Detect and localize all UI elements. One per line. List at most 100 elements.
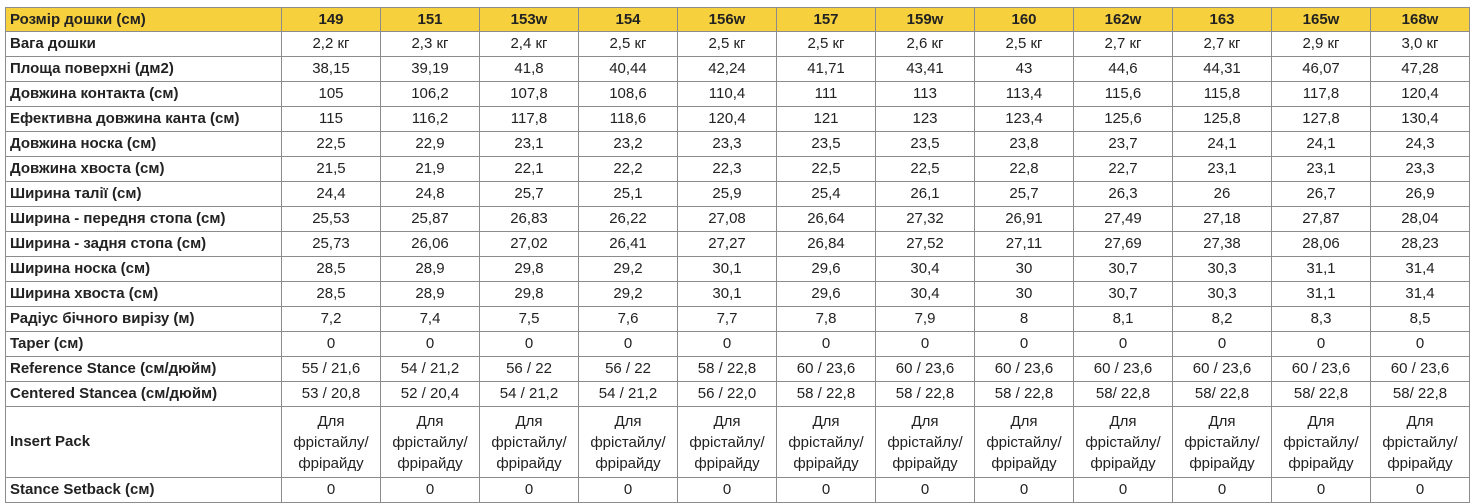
table-cell: Для фрістайлу/ фрірайду [1370, 406, 1470, 478]
table-row: Stance Setback (см) 0 0 0 0 0 0 0 0 0 0 0 0 [5, 477, 1470, 503]
table-row: Радіус бічного вирізу (м) 7,2 7,4 7,5 7,6 7,7… [5, 306, 1470, 332]
table-cell: 30,1 [677, 281, 777, 307]
table-cell: 27,32 [875, 206, 975, 232]
table-cell: 24,1 [1172, 131, 1272, 157]
table-cell: 23,5 [776, 131, 876, 157]
table-cell: Для фрістайлу/ фрірайду [1172, 406, 1272, 478]
table-cell: 28,9 [380, 256, 480, 282]
table-cell: 0 [1370, 477, 1470, 503]
table-cell: 116,2 [380, 106, 480, 132]
table-cell: 0 [1271, 331, 1371, 357]
table-cell: 41,8 [479, 56, 579, 82]
table-cell: 56 / 22 [479, 356, 579, 382]
table-cell: 23,1 [1172, 156, 1272, 182]
table-cell: 127,8 [1271, 106, 1371, 132]
table-cell: 123,4 [974, 106, 1074, 132]
table-cell: 31,1 [1271, 281, 1371, 307]
table-cell: 58 / 22,8 [677, 356, 777, 382]
table-cell: 2,7 кг [1172, 31, 1272, 57]
row-label: Довжина носка (см) [5, 131, 282, 157]
table-cell: 30,3 [1172, 281, 1272, 307]
table-cell: 60 / 23,6 [875, 356, 975, 382]
table-cell: 7,9 [875, 306, 975, 332]
table-cell: 22,9 [380, 131, 480, 157]
table-cell: 105 [281, 81, 381, 107]
table-cell: 107,8 [479, 81, 579, 107]
header-size-cell: 149 [281, 7, 381, 32]
table-cell: 58 / 22,8 [875, 381, 975, 407]
table-cell: 27,08 [677, 206, 777, 232]
table-cell: 7,4 [380, 306, 480, 332]
table-cell: 120,4 [677, 106, 777, 132]
table-row: Taper (см) 0 0 0 0 0 0 0 0 0 0 0 0 [5, 331, 1470, 357]
table-cell: 21,5 [281, 156, 381, 182]
table-cell: 54 / 21,2 [380, 356, 480, 382]
header-size-cell: 154 [578, 7, 678, 32]
table-row: Ефективна довжина канта (см) 115 116,2 117,… [5, 106, 1470, 132]
table-row: Centered Stancea (см/дюйм) 53 / 20,8 52 / … [5, 381, 1470, 407]
table-cell: 2,4 кг [479, 31, 579, 57]
row-label: Вага дошки [5, 31, 282, 57]
table-cell: 22,5 [281, 131, 381, 157]
header-size-cell: 151 [380, 7, 480, 32]
table-cell: 60 / 23,6 [776, 356, 876, 382]
table-cell: 24,1 [1271, 131, 1371, 157]
table-cell: 7,6 [578, 306, 678, 332]
row-label: Centered Stancea (см/дюйм) [5, 381, 282, 407]
table-cell: 2,5 кг [677, 31, 777, 57]
table-cell: 29,6 [776, 256, 876, 282]
table-cell: 8,1 [1073, 306, 1173, 332]
table-cell: 42,24 [677, 56, 777, 82]
table-cell: 117,8 [1271, 81, 1371, 107]
table-cell: 30,4 [875, 256, 975, 282]
table-cell: 25,7 [479, 181, 579, 207]
table-row: Ширина носка (см) 28,5 28,9 29,8 29,2 30,1 29,… [5, 256, 1470, 282]
table-cell: 0 [974, 331, 1074, 357]
row-label: Ширина хвоста (см) [5, 281, 282, 307]
table-cell: 31,4 [1370, 281, 1470, 307]
table-cell: 25,1 [578, 181, 678, 207]
table-cell: 29,8 [479, 281, 579, 307]
table-cell: 0 [380, 331, 480, 357]
table-cell: 2,2 кг [281, 31, 381, 57]
row-label: Площа поверхні (дм2) [5, 56, 282, 82]
header-corner-cell: Розмір дошки (см) [5, 7, 282, 32]
table-cell: 26,83 [479, 206, 579, 232]
table-cell: 29,2 [578, 281, 678, 307]
table-cell: 27,11 [974, 231, 1074, 257]
row-label: Довжина контакта (см) [5, 81, 282, 107]
header-size-cell: 160 [974, 7, 1074, 32]
table-cell: 27,38 [1172, 231, 1272, 257]
table-cell: 52 / 20,4 [380, 381, 480, 407]
header-row: Розмір дошки (см) 149 151 153w 154 156w 157 15… [5, 7, 1470, 32]
table-cell: 27,49 [1073, 206, 1173, 232]
row-label: Ефективна довжина канта (см) [5, 106, 282, 132]
table-cell: 0 [578, 477, 678, 503]
table-cell: 28,06 [1271, 231, 1371, 257]
header-size-cell: 163 [1172, 7, 1272, 32]
table-cell: 110,4 [677, 81, 777, 107]
row-label: Ширина носка (см) [5, 256, 282, 282]
table-cell: 25,87 [380, 206, 480, 232]
table-cell: Для фрістайлу/ фрірайду [578, 406, 678, 478]
table-cell: Для фрістайлу/ фрірайду [875, 406, 975, 478]
table-cell: 0 [1370, 331, 1470, 357]
table-cell: 106,2 [380, 81, 480, 107]
table-cell: 117,8 [479, 106, 579, 132]
table-cell: 22,3 [677, 156, 777, 182]
table-cell: Для фрістайлу/ фрірайду [281, 406, 381, 478]
table-cell: 27,18 [1172, 206, 1272, 232]
table-row: Reference Stance (см/дюйм) 55 / 21,6 54 / … [5, 356, 1470, 382]
table-cell: 30,7 [1073, 256, 1173, 282]
table-cell: 2,5 кг [974, 31, 1074, 57]
table-cell: 8 [974, 306, 1074, 332]
table-cell: 2,5 кг [776, 31, 876, 57]
table-cell: 0 [281, 331, 381, 357]
table-cell: 23,1 [479, 131, 579, 157]
table-cell: 23,8 [974, 131, 1074, 157]
table-cell: 26,7 [1271, 181, 1371, 207]
table-cell: 25,53 [281, 206, 381, 232]
table-cell: 58/ 22,8 [1073, 381, 1173, 407]
table-cell: 24,3 [1370, 131, 1470, 157]
table-cell: 23,1 [1271, 156, 1371, 182]
